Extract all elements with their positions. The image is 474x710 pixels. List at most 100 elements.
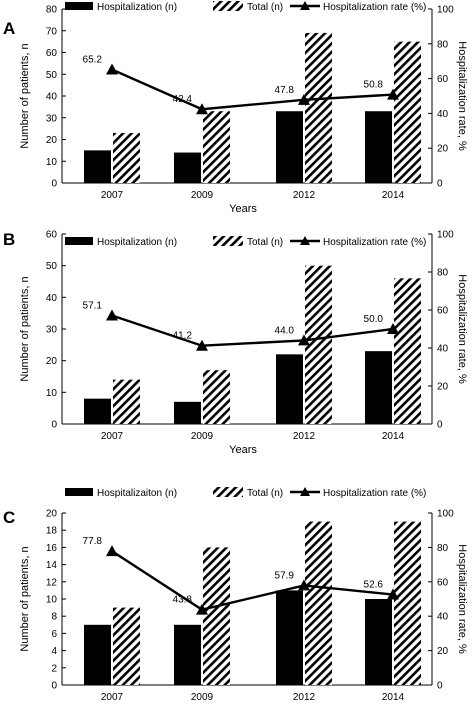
y2-tick-label: 20 xyxy=(437,646,449,657)
bar-hospitalization xyxy=(276,590,303,685)
legend-swatch-total xyxy=(213,1,243,11)
legend-swatch-total xyxy=(213,236,243,246)
panel-label: C xyxy=(3,508,15,527)
rate-point xyxy=(298,579,310,591)
y2-tick-label: 80 xyxy=(437,543,449,554)
rate-point xyxy=(298,334,310,346)
bar-hospitalization xyxy=(174,152,201,183)
y2-tick-label: 60 xyxy=(437,577,449,588)
legend-label-total: Total (n) xyxy=(247,237,283,248)
bar-total xyxy=(305,32,332,183)
y2-tick-label: 0 xyxy=(437,179,443,190)
y-tick-label: 4 xyxy=(51,646,57,657)
y-tick-label: 6 xyxy=(51,629,57,640)
x-tick-label: 2014 xyxy=(382,190,405,201)
y-tick-label: 50 xyxy=(46,70,58,81)
rate-point xyxy=(196,339,208,351)
legend-marker-rate xyxy=(300,236,310,245)
bar-hospitalization xyxy=(174,401,201,424)
rate-data-label: 42.4 xyxy=(173,94,193,105)
y-tick-label: 20 xyxy=(46,356,58,367)
y-tick-label: 20 xyxy=(46,509,58,520)
x-tick-label: 2009 xyxy=(191,692,214,703)
y-tick-label: 0 xyxy=(51,179,57,190)
y2-tick-label: 0 xyxy=(437,420,443,431)
x-tick-label: 2007 xyxy=(101,190,124,201)
bar-hospitalization xyxy=(174,624,201,685)
y-tick-label: 70 xyxy=(46,26,58,37)
legend-label-hospitalization: Hospitalizaiton (n) xyxy=(97,488,177,499)
x-axis-title: Years xyxy=(229,444,257,456)
rate-point xyxy=(387,588,399,600)
bar-hospitalization xyxy=(365,351,392,424)
rate-data-label: 47.8 xyxy=(275,85,295,96)
bar-hospitalization xyxy=(365,599,392,685)
y-tick-label: 40 xyxy=(46,92,58,103)
y2-tick-label: 80 xyxy=(437,39,449,50)
bar-total xyxy=(113,607,140,685)
bar-total xyxy=(203,547,230,685)
legend-label-hospitalization: Hospitalization (n) xyxy=(97,237,177,248)
y-tick-label: 60 xyxy=(46,230,58,241)
x-tick-label: 2012 xyxy=(293,190,316,201)
rate-data-label: 50.8 xyxy=(364,80,384,91)
y-tick-label: 60 xyxy=(46,48,58,59)
chart-panel-b: B 0 10 20 30 40 50 60 0 20 40 60 80 100 2007 2009 2012 20… xyxy=(3,230,468,457)
bar-hospitalization xyxy=(276,354,303,424)
legend-label-rate: Hospitalization rate (%) xyxy=(323,2,426,13)
rate-point xyxy=(106,309,118,321)
chart-panel-c: C 0 2 4 6 8 10 12 14 16 18 20 0 20 40 60 80 100 2007 2009 20… xyxy=(3,487,468,710)
y-tick-label: 18 xyxy=(46,526,58,537)
bar-total xyxy=(203,370,230,424)
legend-swatch-hospitalization xyxy=(65,237,93,245)
rate-data-label: 77.8 xyxy=(83,536,103,547)
y2-tick-label: 40 xyxy=(437,612,449,623)
rate-line xyxy=(111,68,394,111)
y2-axis-title: Hospitalization rate, % xyxy=(456,41,468,151)
legend-marker-rate xyxy=(300,487,310,496)
rate-data-label: 57.1 xyxy=(83,301,103,312)
x-tick-label: 2009 xyxy=(191,190,214,201)
y-tick-label: 12 xyxy=(46,577,58,588)
x-tick-label: 2014 xyxy=(382,692,405,703)
y2-tick-label: 60 xyxy=(437,74,449,85)
rate-line xyxy=(111,314,394,347)
bar-total xyxy=(203,111,230,183)
rate-data-label: 43.8 xyxy=(173,595,193,606)
rate-data-label: 57.9 xyxy=(275,570,295,581)
legend-swatch-total xyxy=(213,487,243,497)
rate-point xyxy=(106,545,118,557)
y-tick-label: 30 xyxy=(46,113,58,124)
y2-tick-label: 100 xyxy=(437,509,454,520)
legend-label-rate: Hospitalization rate (%) xyxy=(323,237,426,248)
x-tick-label: 2012 xyxy=(293,692,316,703)
y2-tick-label: 20 xyxy=(437,144,449,155)
rate-point xyxy=(106,63,118,75)
y2-axis-title: Hospitalization rate, % xyxy=(456,274,468,384)
y-tick-label: 0 xyxy=(51,681,57,692)
y2-tick-label: 80 xyxy=(437,268,449,279)
y2-tick-label: 0 xyxy=(437,681,443,692)
legend-label-hospitalization: Hospitalization (n) xyxy=(97,2,177,13)
y-axis-title: Number of patients, n xyxy=(19,276,31,381)
y-tick-label: 16 xyxy=(46,543,58,554)
bar-total xyxy=(113,132,140,183)
x-tick-label: 2007 xyxy=(101,692,124,703)
rate-point xyxy=(298,93,310,105)
y-tick-label: 0 xyxy=(51,420,57,431)
panel-label: A xyxy=(3,19,15,38)
y-axis-title: Number of patients, n xyxy=(19,546,31,651)
legend-label-total: Total (n) xyxy=(247,2,283,13)
legend-marker-rate xyxy=(300,1,310,10)
y-tick-label: 10 xyxy=(46,595,58,606)
chart-panel-a: A 0 10 20 30 40 50 60 70 80 0 20 40 60 80 100 2007 2009 20… xyxy=(3,1,468,215)
y-tick-label: 14 xyxy=(46,560,58,571)
y2-tick-label: 40 xyxy=(437,344,449,355)
y-tick-label: 20 xyxy=(46,135,58,146)
bar-total xyxy=(113,379,140,424)
y2-tick-label: 20 xyxy=(437,382,449,393)
x-tick-label: 2007 xyxy=(101,431,124,442)
legend-label-rate: Hospitalization rate (%) xyxy=(323,488,426,499)
